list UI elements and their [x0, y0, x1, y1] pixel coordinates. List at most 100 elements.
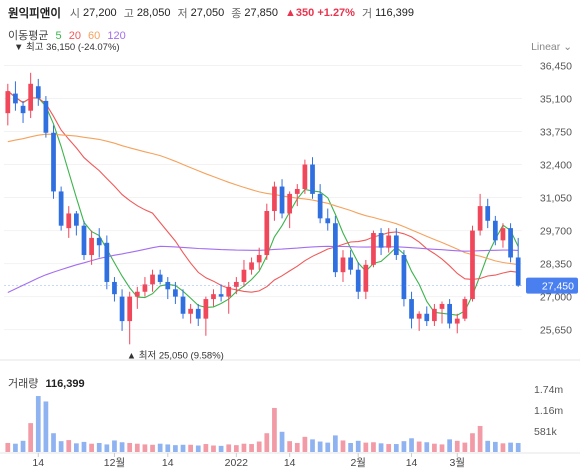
volume-bar: [165, 444, 171, 452]
ma-60-label: 60: [88, 30, 101, 42]
volume-axis: 1.74m 1.16m 581k: [534, 384, 563, 438]
candle-body: [226, 286, 232, 297]
candle: [13, 81, 18, 111]
candle: [439, 301, 445, 324]
volume-bar: [119, 442, 125, 452]
volume-bar: [241, 443, 247, 452]
volume-bar: [142, 444, 148, 452]
volume-bar: [462, 442, 468, 452]
time-tick-label: 12월: [104, 457, 125, 469]
volume-bar: [35, 396, 41, 452]
volume-bar: [218, 445, 224, 452]
volume-bar: [432, 443, 437, 452]
volume-bar: [454, 440, 460, 452]
candle-body: [112, 281, 117, 295]
candle-body: [157, 274, 163, 282]
volume-bar: [150, 444, 155, 452]
candle: [89, 230, 94, 265]
volume-bar: [5, 442, 11, 452]
candle: [5, 83, 11, 126]
volume-bar: [112, 440, 117, 452]
volume-bar: [386, 444, 392, 452]
time-tick-label: 3월: [450, 457, 466, 469]
volume-bar: [477, 426, 483, 452]
price-tick-label: 31,050: [540, 193, 572, 205]
scale-selector[interactable]: Linear ⌄: [531, 41, 572, 53]
candle: [43, 96, 49, 138]
candle: [226, 281, 232, 314]
volume-panel-label: 거래량: [8, 378, 39, 390]
volume-bar: [355, 440, 361, 452]
ma-120-line: [7, 245, 519, 293]
volume-bar: [43, 401, 49, 452]
candle: [348, 250, 353, 275]
candle-body: [35, 86, 41, 99]
candle-body: [333, 223, 338, 273]
change-amount: 350: [295, 7, 315, 19]
candle: [241, 259, 247, 287]
moving-average-legend[interactable]: 이동평균 5 20 60 120: [8, 27, 130, 43]
price-grid: [0, 64, 580, 454]
candle: [310, 157, 315, 199]
candle: [515, 237, 521, 287]
volume-bar: [211, 445, 216, 452]
time-axis: 14 12월 14 2022 14 2월 14 3월: [32, 453, 465, 469]
candle: [51, 125, 56, 199]
candle: [462, 296, 468, 322]
open-label: 시: [69, 8, 81, 20]
candle-body: [13, 93, 18, 104]
ma-120-label: 120: [107, 30, 126, 42]
volume-bar: [28, 423, 34, 452]
candle-body: [325, 218, 331, 224]
price-tick-label: 33,750: [540, 127, 572, 139]
ma-20-label: 20: [68, 30, 81, 42]
volume-bar: [203, 444, 209, 452]
volume-bar: [104, 444, 110, 452]
high-value: 28,050: [136, 7, 171, 19]
ma-5-label: 5: [55, 30, 62, 42]
candle-body: [5, 91, 11, 114]
change-arrow-icon: ▲: [285, 7, 296, 19]
candle: [173, 281, 178, 304]
candle: [119, 289, 125, 331]
candle: [333, 215, 338, 278]
candle: [81, 220, 87, 260]
candle: [371, 230, 376, 268]
candle: [340, 250, 346, 282]
candle-body: [241, 269, 247, 282]
max-price-annotation: ▼ 최고 36,150 (-24.07%): [14, 42, 120, 53]
candle-body: [424, 313, 430, 322]
high-label: 고: [123, 8, 134, 20]
candle-body: [211, 294, 216, 300]
candle: [317, 184, 323, 224]
price-tick-label: 25,650: [540, 325, 572, 337]
candle-body: [462, 299, 468, 319]
candle-body: [173, 289, 178, 297]
volume-bar: [81, 441, 87, 452]
candle-body: [134, 291, 140, 297]
candle: [424, 306, 430, 326]
candle-body: [477, 206, 483, 231]
volume-bar: [134, 443, 140, 452]
candle: [112, 277, 117, 302]
candle-body: [272, 186, 277, 212]
candle: [432, 303, 437, 326]
candle-body: [378, 233, 384, 248]
volume-bar: [378, 443, 384, 452]
candle-body: [81, 225, 87, 256]
volume-bar: [272, 407, 277, 452]
candle: [211, 289, 216, 307]
volume-tick-label: 1.16m: [534, 405, 563, 417]
ma-20-line: [7, 90, 519, 293]
candle-body: [165, 281, 171, 290]
volume-bar: [416, 441, 422, 452]
volume-label: 거: [361, 8, 373, 20]
candle-body: [96, 237, 102, 246]
volume-bar: [363, 442, 369, 452]
stock-name: 원익피앤이: [8, 8, 61, 20]
candle: [454, 313, 460, 334]
min-price-annotation: ▲ 최저 25,050 (9.58%): [127, 350, 224, 361]
candle: [294, 184, 300, 207]
volume-bar: [249, 444, 254, 452]
